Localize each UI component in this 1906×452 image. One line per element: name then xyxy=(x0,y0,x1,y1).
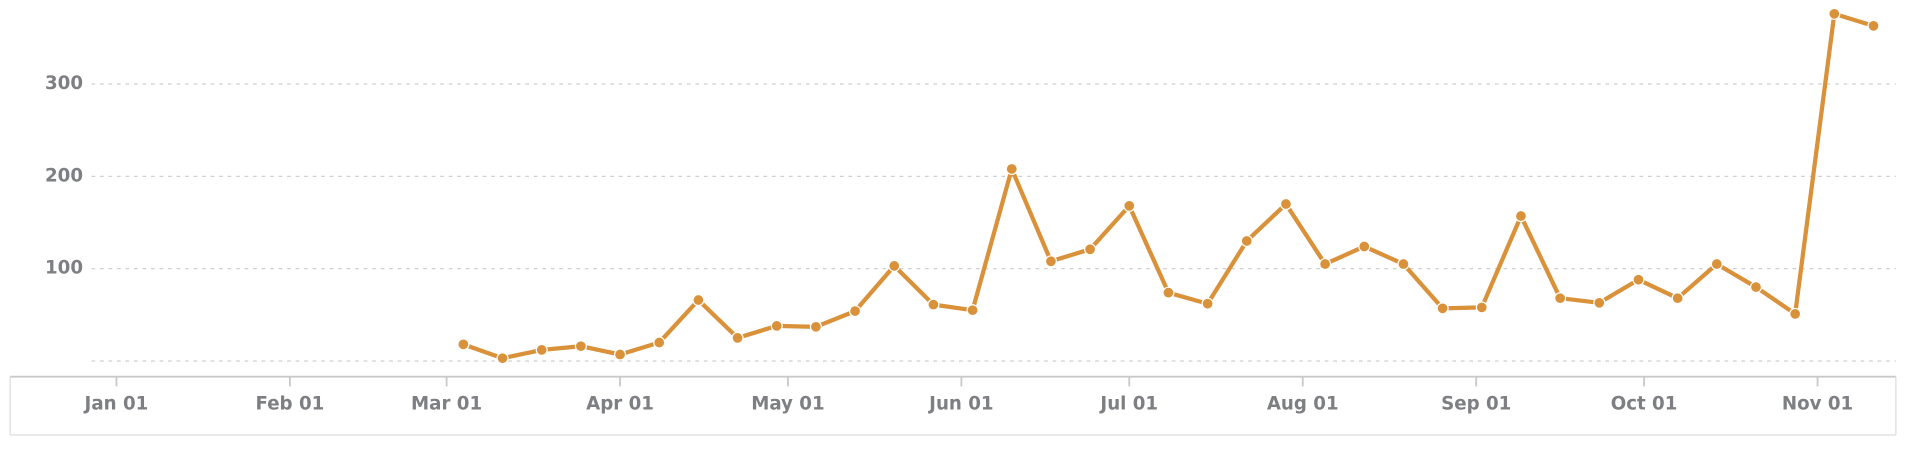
point xyxy=(457,338,470,351)
point xyxy=(1279,197,1293,211)
point xyxy=(966,304,979,317)
y-tick-label: 300 xyxy=(45,73,83,94)
point xyxy=(1162,286,1175,299)
point xyxy=(888,259,901,272)
point xyxy=(1671,292,1684,305)
x-tick-label: Nov 01 xyxy=(1782,394,1853,415)
point xyxy=(1240,234,1253,248)
point xyxy=(1749,281,1763,294)
point xyxy=(574,340,587,353)
point xyxy=(1867,19,1880,32)
x-tick-label: Jun 01 xyxy=(927,394,993,415)
point xyxy=(927,298,940,311)
point xyxy=(1084,243,1097,256)
point xyxy=(1828,7,1841,20)
point xyxy=(1514,209,1528,223)
x-tick-label: May 01 xyxy=(751,394,824,415)
series-line xyxy=(462,11,1875,361)
point xyxy=(692,293,705,307)
x-tick-label: Jan 01 xyxy=(83,394,149,415)
point xyxy=(1593,296,1606,309)
x-tick-label: Apr 01 xyxy=(586,394,654,415)
point xyxy=(1201,297,1214,310)
point xyxy=(1710,257,1723,271)
point xyxy=(731,331,744,344)
x-tick-label: Sep 01 xyxy=(1441,394,1511,415)
point xyxy=(1789,307,1802,320)
point xyxy=(1005,162,1018,176)
point xyxy=(1554,292,1567,305)
point xyxy=(496,352,509,365)
point xyxy=(653,336,666,349)
y-tick-label: 100 xyxy=(45,258,83,279)
point xyxy=(613,348,627,361)
point xyxy=(1475,301,1488,314)
x-tick-label: Oct 01 xyxy=(1611,394,1678,415)
point xyxy=(1123,199,1136,212)
y-tick-label: 200 xyxy=(45,165,83,186)
point xyxy=(1436,302,1449,315)
point xyxy=(1358,240,1371,253)
point xyxy=(1319,257,1332,271)
point xyxy=(1632,273,1645,286)
point xyxy=(809,320,822,333)
frame xyxy=(9,375,1897,436)
point xyxy=(1397,257,1410,271)
x-tick-label: Feb 01 xyxy=(255,394,324,415)
x-tick-label: Aug 01 xyxy=(1267,394,1339,415)
point xyxy=(1044,255,1058,268)
point xyxy=(770,319,783,332)
point xyxy=(535,343,548,356)
point xyxy=(848,305,862,318)
x-tick-label: Jul 01 xyxy=(1098,394,1158,415)
x-tick-label: Mar 01 xyxy=(411,394,482,415)
